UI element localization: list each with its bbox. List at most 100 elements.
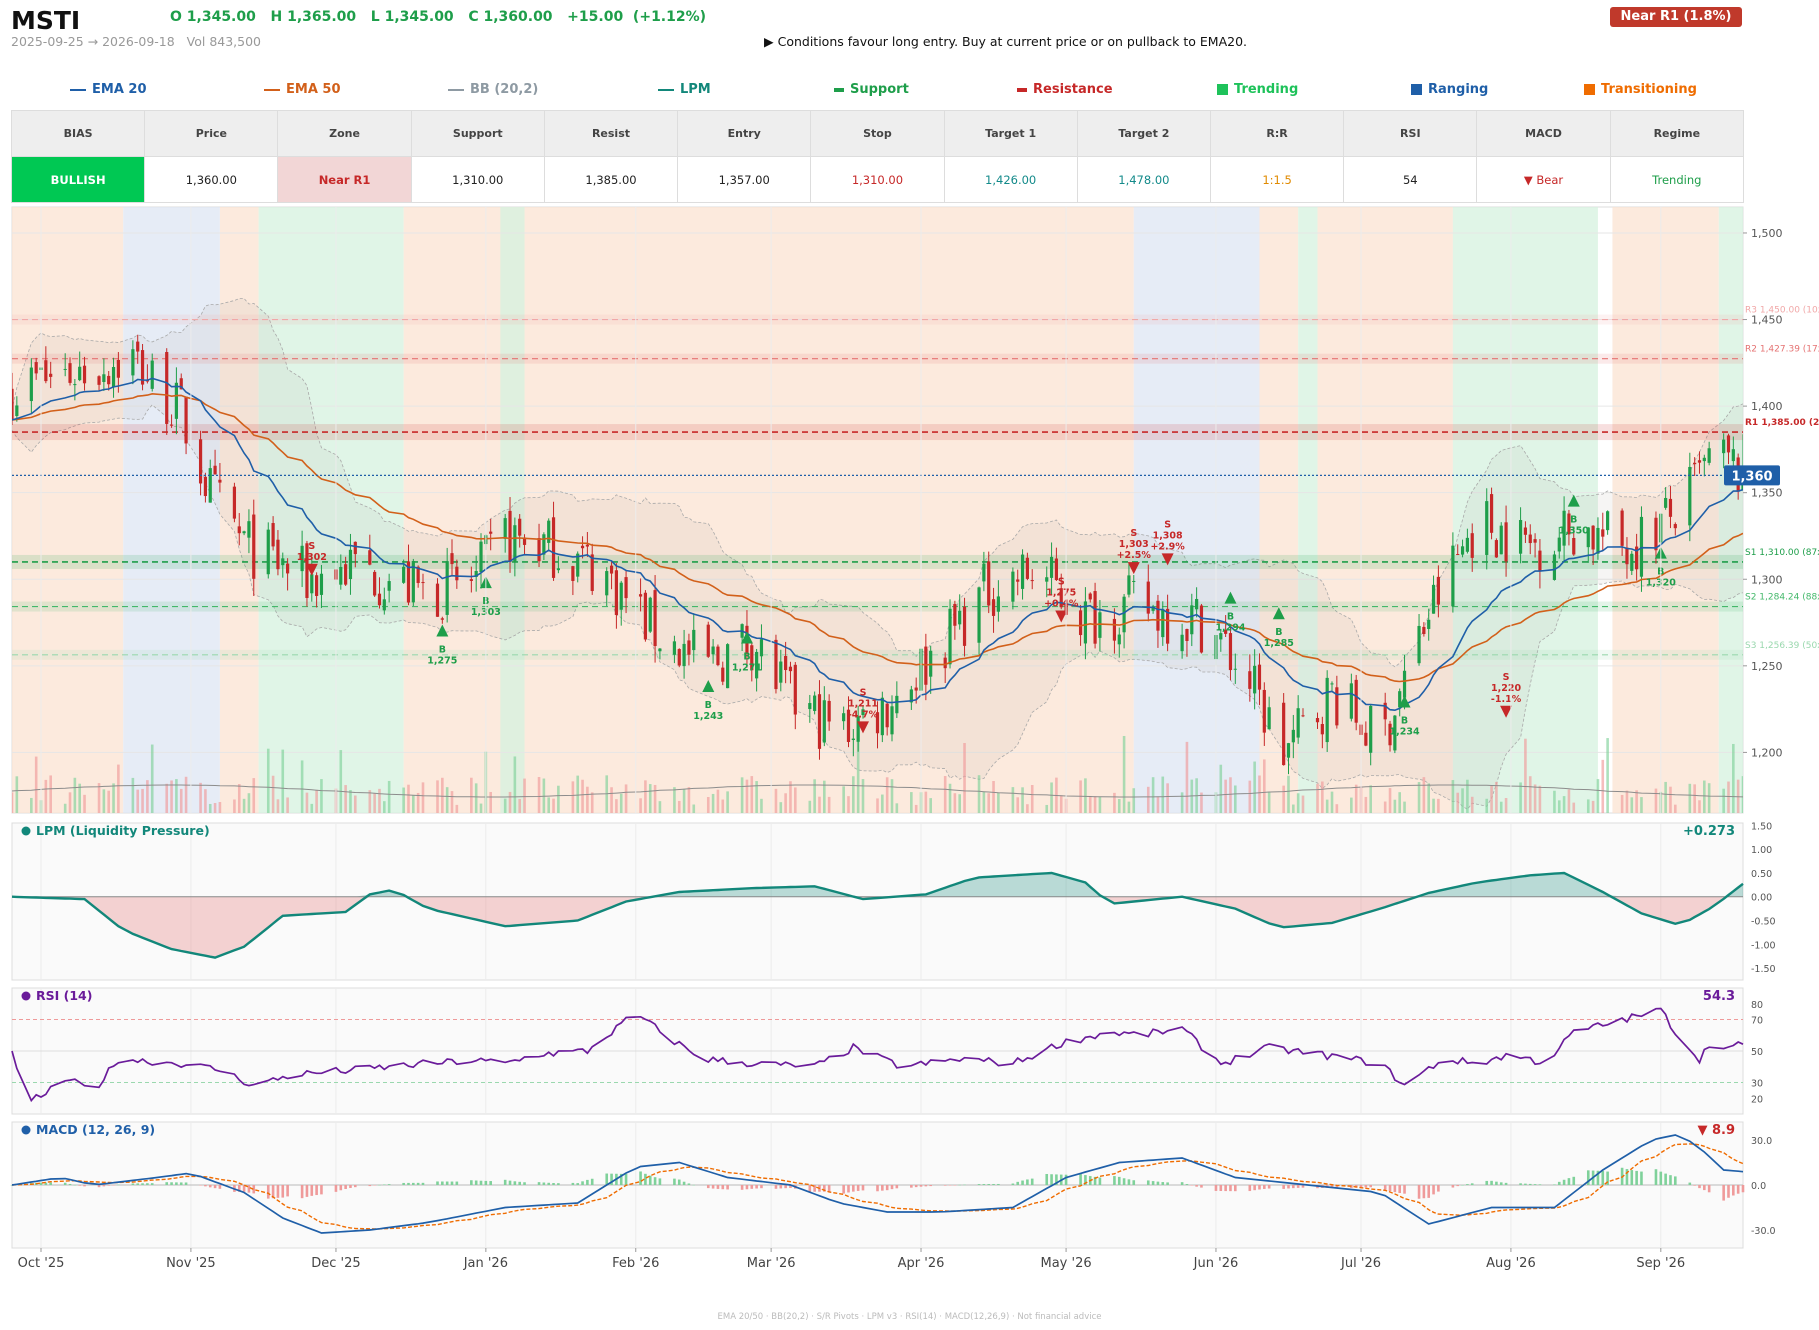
volume-bar xyxy=(982,791,986,813)
candle-body xyxy=(276,539,280,570)
volume-bar xyxy=(1586,799,1590,813)
candle xyxy=(1117,627,1121,658)
candle-body xyxy=(416,566,420,584)
volume-bar xyxy=(1562,796,1566,813)
ohlc-readout: O 1,345.00 H 1,365.00 L 1,345.00 C 1,360… xyxy=(170,9,706,25)
candle-body xyxy=(29,367,33,402)
macd-histogram-bar xyxy=(49,1182,52,1185)
candle-body xyxy=(344,564,348,585)
volume-bar xyxy=(1727,781,1730,813)
macd-histogram-bar xyxy=(1451,1185,1455,1188)
candle-body xyxy=(1596,527,1600,554)
value-price: 1,360.00 xyxy=(144,156,279,203)
candle xyxy=(1301,708,1305,718)
candle-body xyxy=(1315,718,1320,723)
candle-body xyxy=(1688,466,1692,526)
macd-histogram-bar xyxy=(1026,1179,1029,1185)
candle-body xyxy=(252,514,256,579)
candle-body xyxy=(281,558,285,566)
candle-body xyxy=(503,518,507,539)
macd-histogram-bar xyxy=(1093,1176,1097,1185)
volume-bar xyxy=(1084,778,1087,813)
macd-histogram-bar xyxy=(721,1185,725,1190)
candle-body xyxy=(585,544,589,547)
value-support: 1,310.00 xyxy=(410,156,545,203)
candle-body xyxy=(1262,689,1266,733)
candle xyxy=(82,356,87,391)
legend-label: Support xyxy=(850,82,909,97)
macd-histogram-bar xyxy=(165,1182,169,1185)
candle xyxy=(987,551,991,614)
macd-histogram-bar xyxy=(1045,1173,1049,1185)
legend-swatch xyxy=(1584,84,1595,95)
candle xyxy=(348,533,353,595)
volume-bar xyxy=(117,764,120,813)
signal-side: B xyxy=(743,651,750,662)
volume-bar xyxy=(1553,790,1556,813)
price-tick-label: 1,450 xyxy=(1751,314,1783,327)
x-tick-label: Jan '26 xyxy=(463,1256,508,1271)
macd-histogram-bar xyxy=(513,1181,517,1185)
macd-histogram-bar xyxy=(39,1182,43,1185)
candle-body xyxy=(991,599,996,616)
candle-body xyxy=(1248,671,1252,689)
macd-histogram-bar xyxy=(823,1185,826,1192)
volume-bar xyxy=(750,776,754,813)
candle xyxy=(856,705,860,752)
volume-bar xyxy=(339,750,343,813)
candle-body xyxy=(1122,596,1126,633)
macd-histogram-bar xyxy=(315,1185,318,1196)
macd-histogram-bar xyxy=(1127,1179,1131,1185)
candle-body xyxy=(1286,743,1291,758)
macd-histogram-bar xyxy=(1693,1185,1696,1186)
candle xyxy=(1364,721,1368,747)
macd-histogram-bar xyxy=(252,1185,256,1194)
candle xyxy=(1151,604,1155,614)
candle-body xyxy=(779,661,783,683)
candle-body xyxy=(469,579,473,581)
candle xyxy=(1664,487,1668,510)
date-volume-line: 2025-09-25 → 2026-09-18 Vol 843,500 xyxy=(11,34,261,49)
macd-histogram-bar xyxy=(276,1185,280,1198)
macd-histogram-bar xyxy=(368,1185,372,1187)
volume-bar xyxy=(619,793,623,813)
volume-bar xyxy=(1533,784,1537,813)
candle-body xyxy=(759,639,764,657)
volume-bar xyxy=(1016,797,1020,813)
volume-bar xyxy=(537,777,541,813)
candle xyxy=(1083,587,1088,660)
candle xyxy=(1470,523,1474,572)
volume-bar xyxy=(146,780,149,813)
candle xyxy=(953,600,957,640)
candle-body xyxy=(1465,537,1469,552)
candle-body xyxy=(1117,634,1121,645)
macd-histogram-bar xyxy=(1229,1185,1232,1192)
last-price-tag xyxy=(1724,465,1780,486)
macd-histogram-bar xyxy=(97,1185,101,1188)
macd-histogram-bar xyxy=(208,1185,212,1188)
candle-body xyxy=(1722,439,1726,454)
macd-histogram-bar xyxy=(503,1179,507,1185)
macd-histogram-bar xyxy=(213,1185,217,1189)
volume-bar xyxy=(1393,799,1397,813)
candle xyxy=(1132,575,1136,594)
candle-body xyxy=(1427,619,1431,629)
buy-signal: B1,294 xyxy=(1215,591,1246,634)
candle xyxy=(547,518,551,550)
macd-histogram-bar xyxy=(1253,1185,1256,1191)
volume-bar xyxy=(1180,792,1184,813)
candle-body xyxy=(1083,601,1088,644)
macd-histogram-bar xyxy=(1732,1185,1735,1196)
macd-histogram-bar xyxy=(581,1181,584,1185)
candle xyxy=(793,662,797,730)
macd-histogram-bar xyxy=(1287,1185,1290,1189)
candle xyxy=(1528,524,1532,555)
candle-body xyxy=(1591,525,1595,550)
volume-bar xyxy=(1703,780,1706,813)
macd-histogram-bar xyxy=(1736,1185,1740,1194)
volume-bar xyxy=(208,803,212,813)
candle-body xyxy=(1132,580,1136,582)
candle xyxy=(716,644,720,667)
candle-body xyxy=(542,534,546,555)
macd-histogram-bar xyxy=(861,1185,865,1191)
